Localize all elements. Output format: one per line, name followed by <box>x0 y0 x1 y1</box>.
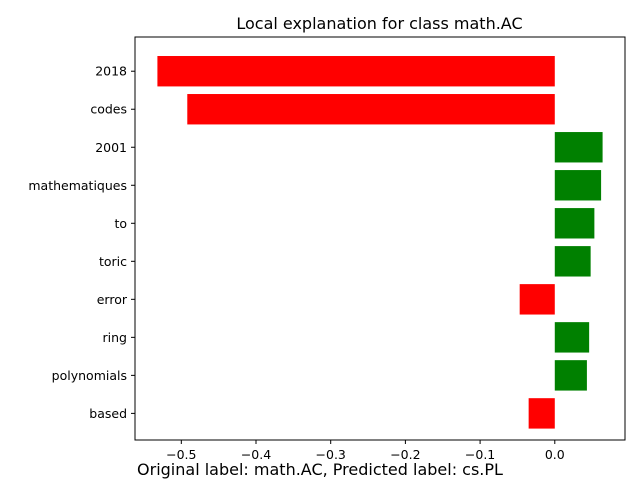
x-tick-label: −0.5 <box>166 447 196 462</box>
chart-title: Local explanation for class math.AC <box>236 14 522 33</box>
x-axis-ticks: −0.5 −0.4 −0.3 −0.2 −0.1 0.0 <box>166 440 565 462</box>
y-tick-label: polynomials <box>52 368 127 383</box>
y-tick-label: codes <box>90 102 127 117</box>
y-tick-label: based <box>89 406 127 421</box>
bar-mathematiques <box>554 170 602 201</box>
bar-to <box>554 208 595 239</box>
bar-2001 <box>554 132 603 163</box>
bar-2018 <box>157 56 555 87</box>
bars-layer <box>157 56 603 429</box>
x-tick-label: −0.4 <box>241 447 271 462</box>
y-axis-ticks: 2018 codes 2001 mathematiques to toric error ri… <box>28 64 135 421</box>
bar-ring <box>554 322 590 353</box>
x-tick-label: −0.3 <box>316 447 346 462</box>
x-tick-label: −0.1 <box>465 447 495 462</box>
y-tick-label: 2018 <box>95 64 127 79</box>
y-tick-label: mathematiques <box>28 178 127 193</box>
x-tick-label: 0.0 <box>545 447 565 462</box>
y-tick-label: ring <box>103 330 127 345</box>
bar-based <box>528 398 555 429</box>
bar-toric <box>554 246 591 277</box>
chart-caption: Original label: math.AC, Predicted label… <box>137 460 503 479</box>
plot-frame <box>134 36 626 441</box>
bar-error <box>519 284 555 315</box>
bar-polynomials <box>554 360 587 391</box>
x-tick-label: −0.2 <box>390 447 420 462</box>
y-tick-label: toric <box>99 254 127 269</box>
y-tick-label: to <box>114 216 127 231</box>
bar-codes <box>187 94 555 125</box>
y-tick-label: 2001 <box>95 140 127 155</box>
y-tick-label: error <box>97 292 128 307</box>
